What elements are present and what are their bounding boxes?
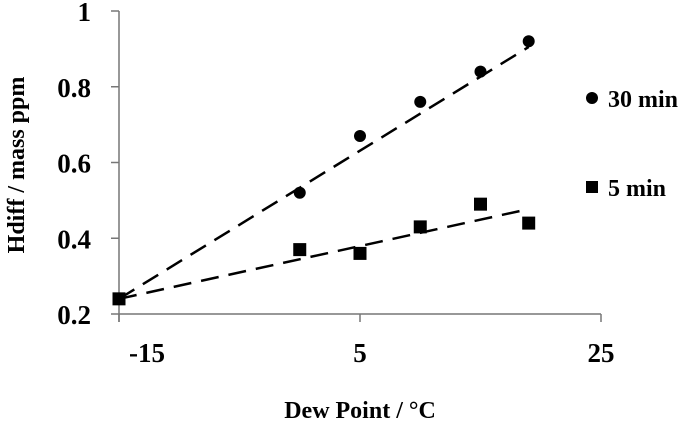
point-30-min xyxy=(414,95,427,108)
legend-label-5-min: 5 min xyxy=(608,176,666,202)
y-tick-label: 0.2 xyxy=(57,300,91,330)
point-30-min xyxy=(522,35,535,48)
point-5-min xyxy=(353,246,367,260)
trendline-30-min xyxy=(118,45,530,300)
y-tick-label: 1 xyxy=(78,0,92,27)
legend: 30 min 5 min xyxy=(586,87,678,202)
trendlines xyxy=(118,45,530,301)
point-5-min xyxy=(474,197,487,211)
x-axis-title: Dew Point / °C xyxy=(284,398,436,423)
legend-label-30-min: 30 min xyxy=(608,87,678,113)
point-5-min xyxy=(112,292,126,306)
x-tick-label: 5 xyxy=(353,338,367,368)
x-tick-label: 25 xyxy=(588,338,615,368)
point-30-min xyxy=(474,65,487,78)
legend-marker-5-min xyxy=(586,181,598,193)
point-5-min xyxy=(413,220,427,234)
y-axis-title: Hdiff / mass ppm xyxy=(4,77,30,254)
y-tick-label: 0.8 xyxy=(57,73,91,103)
trendline-5-min xyxy=(118,207,529,301)
x-tick-label: -15 xyxy=(129,338,165,368)
point-30-min xyxy=(354,129,366,142)
point-30-min xyxy=(293,186,306,199)
y-tick-label: 0.6 xyxy=(57,149,91,179)
point-5-min xyxy=(293,243,307,257)
legend-marker-30-min xyxy=(586,92,598,104)
data-points xyxy=(112,35,536,306)
point-5-min xyxy=(522,216,536,230)
tick-labels: 0.2 0.4 0.6 0.8 1 -15 5 25 xyxy=(57,0,614,368)
y-tick-label: 0.4 xyxy=(57,224,91,254)
axes xyxy=(111,10,602,322)
